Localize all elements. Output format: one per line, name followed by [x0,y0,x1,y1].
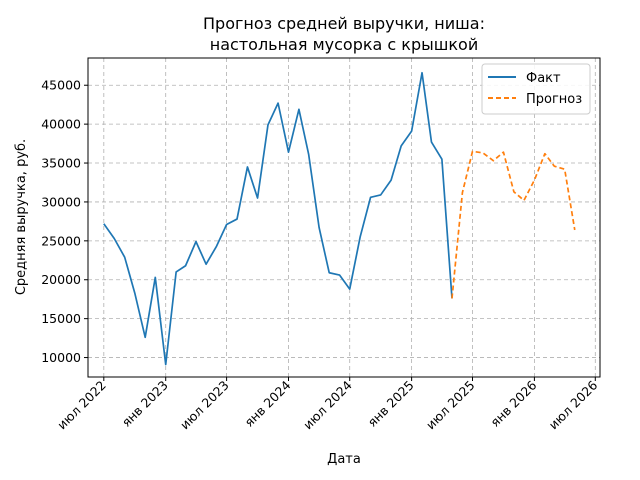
x-tick-label: янв 2023 [119,378,171,430]
y-axis: 10000 15000 20000 25000 30000 35000 40000 45000 [41,78,88,365]
series-line-forecast [451,150,576,299]
y-tick-label: 10000 [41,350,81,365]
y-tick-label: 45000 [41,78,81,93]
x-axis: июл 2022 янв 2023 июл 2023 янв 2024 июл 2024… [54,377,600,432]
x-tick-label: янв 2024 [241,377,293,429]
chart-title-line-2: настольная мусорка с крышкой [210,35,478,54]
y-tick-label: 20000 [41,272,81,287]
x-tick-label: янв 2025 [365,378,417,430]
x-tick-label: июл 2026 [546,377,601,432]
x-tick-label: июл 2022 [54,378,109,433]
x-tick-label: июл 2025 [423,378,478,433]
x-axis-label: Дата [327,452,361,467]
chart-title-line-1: Прогноз средней выручки, ниша: [203,14,485,33]
plot-area-frame [87,57,601,378]
y-tick-label: 15000 [41,311,81,326]
legend-label-fact: Факт [526,71,561,86]
series-layer [103,71,576,366]
series-line-fact [103,71,453,366]
y-axis-label: Средняя выручка, руб. [14,139,29,295]
y-tick-label: 35000 [41,156,81,171]
x-tick-label: янв 2026 [487,377,539,429]
y-tick-label: 25000 [41,233,81,248]
x-tick-label: июл 2024 [300,377,355,432]
chart-title: Прогноз средней выручки, ниша: настольна… [203,14,485,54]
y-tick-label: 40000 [41,117,81,132]
legend: Факт Прогноз [481,63,591,115]
legend-label-forecast: Прогноз [526,92,582,107]
grid [88,58,600,377]
y-tick-label: 30000 [41,194,81,209]
x-tick-label: июл 2023 [177,378,232,433]
